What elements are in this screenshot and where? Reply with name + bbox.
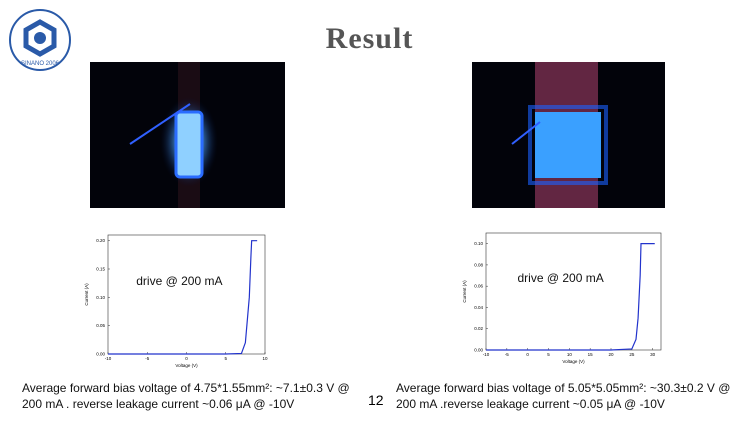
x-tick-label: 5 (224, 356, 227, 361)
x-tick-label: -5 (145, 356, 149, 361)
x-tick-label: 5 (547, 352, 550, 357)
x-tick-label: 10 (262, 356, 268, 361)
led-photo (472, 62, 665, 208)
logo: SINANO 2006 (9, 9, 71, 71)
led-photo (90, 62, 285, 208)
x-tick-label: 25 (629, 352, 635, 357)
y-axis-label: Current (A) (84, 283, 89, 306)
iv-curve (108, 240, 258, 355)
y-tick-label: 0.10 (474, 241, 483, 246)
y-tick-label: 0.00 (474, 348, 483, 353)
y-axis-label: Current (A) (462, 280, 467, 303)
annotation: drive @ 200 mA (518, 271, 604, 285)
x-axis-label: Voltage (V) (562, 359, 585, 364)
x-tick-label: 15 (588, 352, 594, 357)
iv-curve (486, 243, 655, 351)
logo-text: SINANO 2006 (21, 61, 60, 67)
x-tick-label: 10 (567, 352, 573, 357)
y-tick-label: 0.15 (96, 267, 105, 272)
x-tick-label: 30 (650, 352, 656, 357)
y-tick-label: 0.10 (96, 295, 105, 300)
y-tick-label: 0.04 (474, 305, 483, 310)
annotation: drive @ 200 mA (136, 274, 222, 288)
caption: Average forward bias voltage of 4.75*1.5… (22, 381, 350, 411)
y-tick-label: 0.08 (474, 262, 483, 267)
y-tick-label: 0.06 (474, 284, 483, 289)
plot-frame (485, 232, 662, 351)
y-tick-label: 0.00 (96, 352, 105, 357)
x-tick-label: -5 (505, 352, 509, 357)
y-tick-label: 0.05 (96, 323, 105, 328)
plot-frame (107, 234, 266, 355)
y-tick-label: 0.02 (474, 326, 483, 331)
y-tick-label: 0.20 (96, 238, 105, 243)
x-axis-label: Voltage (V) (175, 363, 198, 368)
x-tick-label: -10 (483, 352, 490, 357)
iv-chart: -10 -5 0 5 10 0.00 0.05 0.10 0.15 0.20 Voltage (V)… (84, 234, 268, 368)
x-tick-label: 0 (185, 356, 188, 361)
x-tick-label: 0 (526, 352, 529, 357)
x-tick-label: 20 (608, 352, 614, 357)
slide-title: Result (325, 22, 414, 55)
caption: Average forward bias voltage of 5.05*5.0… (396, 381, 731, 411)
iv-chart: -10 -5 0 5 10 15 20 25 30 0.00 0.02 0.04 0.06 0.08 0.1… (462, 232, 662, 364)
page-number: 12 (368, 392, 384, 408)
x-tick-label: -10 (105, 356, 112, 361)
